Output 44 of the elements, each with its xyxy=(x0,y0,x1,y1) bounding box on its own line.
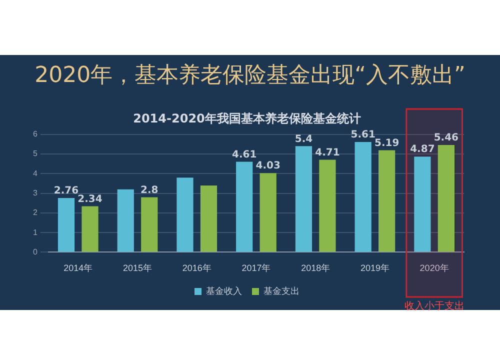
data-label: 2.8 xyxy=(140,184,158,196)
bar xyxy=(82,206,98,252)
bar xyxy=(319,160,336,252)
y-tick-label: 2 xyxy=(32,208,38,218)
chart-subtitle: 2014-2020年我国基本养老保险基金统计 xyxy=(133,111,361,126)
y-tick-label: 0 xyxy=(32,247,38,256)
bar xyxy=(354,142,372,252)
x-tick-label: 2019年 xyxy=(360,263,390,274)
x-tick-label: 2016年 xyxy=(182,263,212,274)
x-tick-label: 2014年 xyxy=(64,263,93,274)
bar xyxy=(378,150,396,252)
bar xyxy=(200,185,218,252)
x-tick-label: 2020年 xyxy=(420,263,449,274)
data-label: 5.61 xyxy=(350,130,376,141)
bar xyxy=(141,197,158,252)
x-tick-label: 2017年 xyxy=(242,263,271,274)
data-label: 4.71 xyxy=(315,147,340,158)
data-label: 4.03 xyxy=(256,160,280,172)
legend-label: 基金收入 xyxy=(206,286,242,296)
data-label: 2.76 xyxy=(54,186,79,197)
bar xyxy=(414,156,431,252)
y-tick-label: 3 xyxy=(32,188,38,198)
bar xyxy=(438,145,454,252)
data-label: 5.19 xyxy=(374,138,400,149)
data-label: 5.46 xyxy=(434,132,459,144)
bar xyxy=(260,173,276,252)
data-label: 4.87 xyxy=(410,144,435,156)
data-label: 4.61 xyxy=(232,149,257,160)
bar xyxy=(295,146,312,252)
bar xyxy=(236,162,253,252)
y-tick-label: 4 xyxy=(32,168,38,178)
bar xyxy=(117,189,134,252)
legend-label: 基金支出 xyxy=(264,286,300,296)
x-tick-label: 2018年 xyxy=(301,263,330,274)
x-tick-label: 2015年 xyxy=(122,263,152,274)
y-tick-label: 6 xyxy=(32,130,38,139)
bar xyxy=(58,198,75,252)
y-tick-label: 5 xyxy=(32,149,38,158)
data-label: 2.34 xyxy=(78,194,102,205)
y-tick-label: 1 xyxy=(32,228,38,237)
chart-title: 2020年，基本养老保险基金出现“入不敷出” xyxy=(34,62,466,90)
data-label: 5.4 xyxy=(294,134,313,145)
bar xyxy=(176,178,194,252)
band-label: 收入小于支出 xyxy=(403,300,466,313)
